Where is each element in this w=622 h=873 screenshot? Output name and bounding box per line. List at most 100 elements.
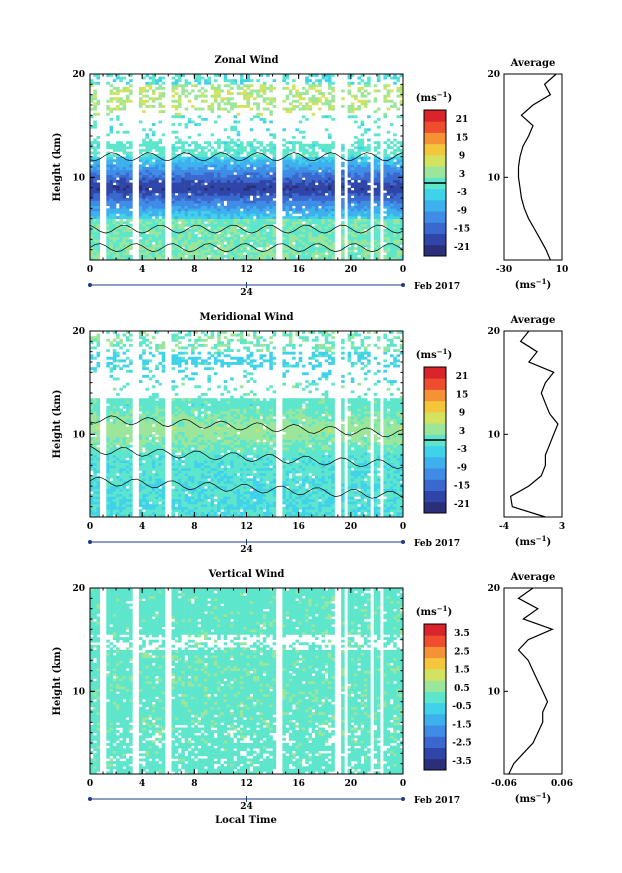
- heatmap-cell: [112, 486, 117, 489]
- heatmap-cell: [396, 141, 401, 145]
- heatmap-cell: [184, 247, 189, 250]
- heatmap-cell: [194, 141, 198, 145]
- heatmap-cell: [145, 172, 149, 176]
- heatmap-cell: [288, 192, 293, 196]
- heatmap-cell: [282, 172, 286, 176]
- heatmap-cell: [311, 213, 316, 217]
- heatmap-cell: [119, 498, 123, 502]
- heatmap-cell: [178, 195, 182, 199]
- heatmap-cell: [259, 208, 264, 212]
- heatmap-cell: [116, 164, 120, 168]
- heatmap-cell: [181, 146, 185, 150]
- heatmap-cell: [148, 167, 153, 170]
- heatmap-cell: [207, 159, 211, 163]
- heatmap-cell: [151, 239, 156, 243]
- heatmap-cell: [253, 146, 257, 150]
- heatmap-cell: [240, 182, 244, 186]
- heatmap-cell: [266, 190, 270, 194]
- heatmap-cell: [138, 447, 143, 451]
- heatmap-cells: [90, 74, 404, 261]
- heatmap-cell: [109, 179, 114, 183]
- heatmap-cell: [125, 462, 130, 466]
- heatmap-cell: [155, 239, 159, 243]
- heatmap-cell: [253, 89, 257, 93]
- heatmap-cell: [253, 205, 257, 209]
- heatmap-cell: [282, 154, 286, 157]
- heatmap-cell: [295, 236, 299, 240]
- heatmap-cell: [142, 467, 146, 471]
- heatmap-cell: [318, 203, 322, 207]
- heatmap-cell: [194, 203, 198, 207]
- heatmap-cell: [308, 229, 312, 232]
- heatmap-cell: [383, 200, 387, 204]
- heatmap-cell: [315, 247, 319, 250]
- heatmap-cell: [341, 143, 345, 147]
- heatmap-cell: [119, 416, 123, 420]
- heatmap-cell: [151, 195, 156, 199]
- heatmap-cell: [386, 218, 391, 222]
- heatmap-cell: [129, 455, 133, 458]
- heatmap-cell: [106, 99, 110, 103]
- heatmap-cell: [223, 185, 228, 188]
- heatmap-cell: [256, 154, 260, 157]
- heatmap-cell: [93, 452, 97, 456]
- heatmap-cell: [243, 210, 247, 214]
- heatmap-cell: [197, 221, 202, 225]
- heatmap-cell: [174, 115, 179, 119]
- heatmap-cell: [230, 159, 234, 163]
- heatmap-cell: [396, 203, 401, 207]
- heatmap-cell: [93, 493, 97, 497]
- heatmap-cell: [174, 198, 179, 201]
- heatmap-cell: [285, 229, 290, 232]
- heatmap-cell: [321, 190, 326, 194]
- heatmap-cell: [399, 179, 404, 183]
- heatmap-cell: [373, 167, 378, 170]
- heatmap-cell: [90, 241, 94, 245]
- heatmap-cell: [321, 198, 326, 201]
- heatmap-cell: [184, 241, 189, 245]
- heatmap-cell: [174, 218, 179, 222]
- heatmap-cell: [129, 239, 133, 243]
- heatmap-cell: [122, 359, 127, 363]
- heatmap-cell: [360, 203, 365, 207]
- heatmap-cell: [240, 187, 244, 191]
- heatmap-cell: [138, 169, 143, 173]
- heatmap-cell: [256, 213, 260, 217]
- heatmap-cell: [204, 257, 208, 261]
- heatmap-cell: [155, 236, 159, 240]
- heatmap-cell: [174, 167, 179, 170]
- heatmap-cell: [321, 216, 326, 219]
- heatmap-cell: [315, 223, 319, 227]
- heatmap-cell: [240, 200, 244, 204]
- heatmap-cell: [125, 198, 130, 201]
- heatmap-cell: [106, 426, 110, 430]
- heatmap-cell: [90, 431, 94, 435]
- heatmap-cell: [249, 161, 254, 165]
- heatmap-cell: [90, 167, 94, 170]
- heatmap-cell: [269, 185, 273, 188]
- heatmap-cell: [386, 221, 391, 225]
- heatmap-cell: [191, 221, 195, 225]
- heatmap-cell: [106, 413, 110, 417]
- heatmap-cell: [90, 442, 94, 445]
- heatmap-cell: [240, 195, 244, 199]
- heatmap-cell: [178, 164, 182, 168]
- heatmap-cell: [96, 455, 101, 458]
- heatmap-cell: [125, 436, 130, 440]
- heatmap-cell: [321, 187, 326, 191]
- heatmap-cell: [171, 182, 176, 186]
- heatmap-cell: [112, 236, 117, 240]
- heatmap-cell: [181, 213, 185, 217]
- heatmap-cell: [178, 94, 182, 98]
- heatmap-cell: [155, 213, 159, 217]
- heatmap-cell: [328, 169, 332, 173]
- heatmap-cell: [158, 167, 163, 170]
- heatmap-cell: [122, 405, 127, 409]
- heatmap-cell: [217, 239, 221, 243]
- heatmap-cell: [213, 249, 218, 253]
- heatmap-cell: [393, 213, 397, 217]
- heatmap-cell: [350, 164, 355, 168]
- heatmap-cell: [145, 221, 149, 225]
- heatmap-cell: [285, 241, 290, 245]
- heatmap-cell: [386, 89, 391, 93]
